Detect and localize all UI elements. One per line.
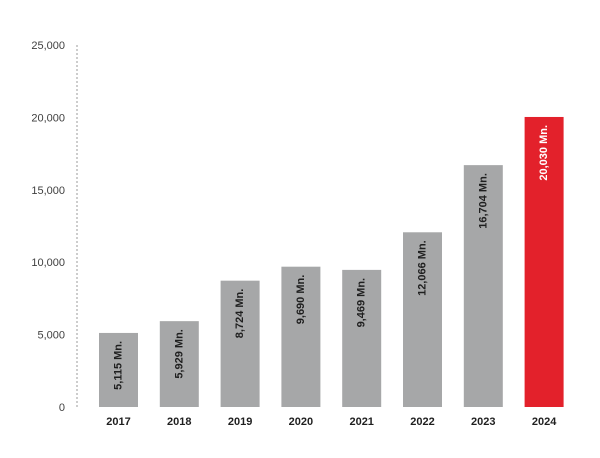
bar-2024 [524, 116, 564, 407]
x-tick-label: 2022 [410, 416, 434, 428]
y-tick-label: 20,000 [31, 112, 65, 124]
bar-value-label: 5,115 Mn. [113, 341, 125, 390]
bar-2017 [99, 332, 138, 407]
bar-value-label: 5,929 Mn. [173, 329, 185, 379]
x-tick-label: 2017 [106, 416, 130, 428]
x-tick-label: 2024 [532, 416, 557, 428]
bar-2018 [159, 321, 199, 407]
x-tick-label: 2018 [167, 416, 191, 428]
bar-2021 [342, 269, 382, 407]
x-tick-label: 2023 [471, 416, 495, 428]
bar-2019 [220, 280, 260, 407]
x-axis-labels: 2017 2018 2019 2020 2021 2022 2023 2024 [106, 416, 557, 428]
bar-2023 [463, 165, 503, 407]
bar-value-labels: 5,115 Mn. 5,929 Mn. 8,724 Mn. 9,690 Mn. 9,46… [113, 125, 551, 390]
bar-value-label: 8,724 Mn. [234, 289, 246, 339]
y-tick-label: 10,000 [31, 257, 65, 269]
x-tick-label: 2020 [289, 416, 313, 428]
y-axis: 0 5,000 10,000 15,000 20,000 25,000 [31, 40, 78, 414]
bar-value-label: 9,469 Mn. [356, 278, 368, 328]
bar-value-label: 20,030 Mn. [538, 125, 550, 181]
bar-2020 [281, 266, 321, 407]
bar-2022 [403, 232, 442, 407]
x-tick-label: 2019 [228, 416, 252, 428]
y-tick-label: 25,000 [31, 40, 65, 52]
bar-value-label: 12,066 Mn. [417, 240, 429, 296]
y-tick-label: 15,000 [31, 185, 65, 197]
x-tick-label: 2021 [349, 416, 373, 428]
bars [99, 116, 564, 407]
bar-value-label: 16,704 Mn. [477, 173, 489, 229]
bar-value-label: 9,690 Mn. [295, 275, 307, 325]
y-tick-label: 0 [59, 402, 65, 414]
y-tick-label: 5,000 [37, 330, 65, 342]
